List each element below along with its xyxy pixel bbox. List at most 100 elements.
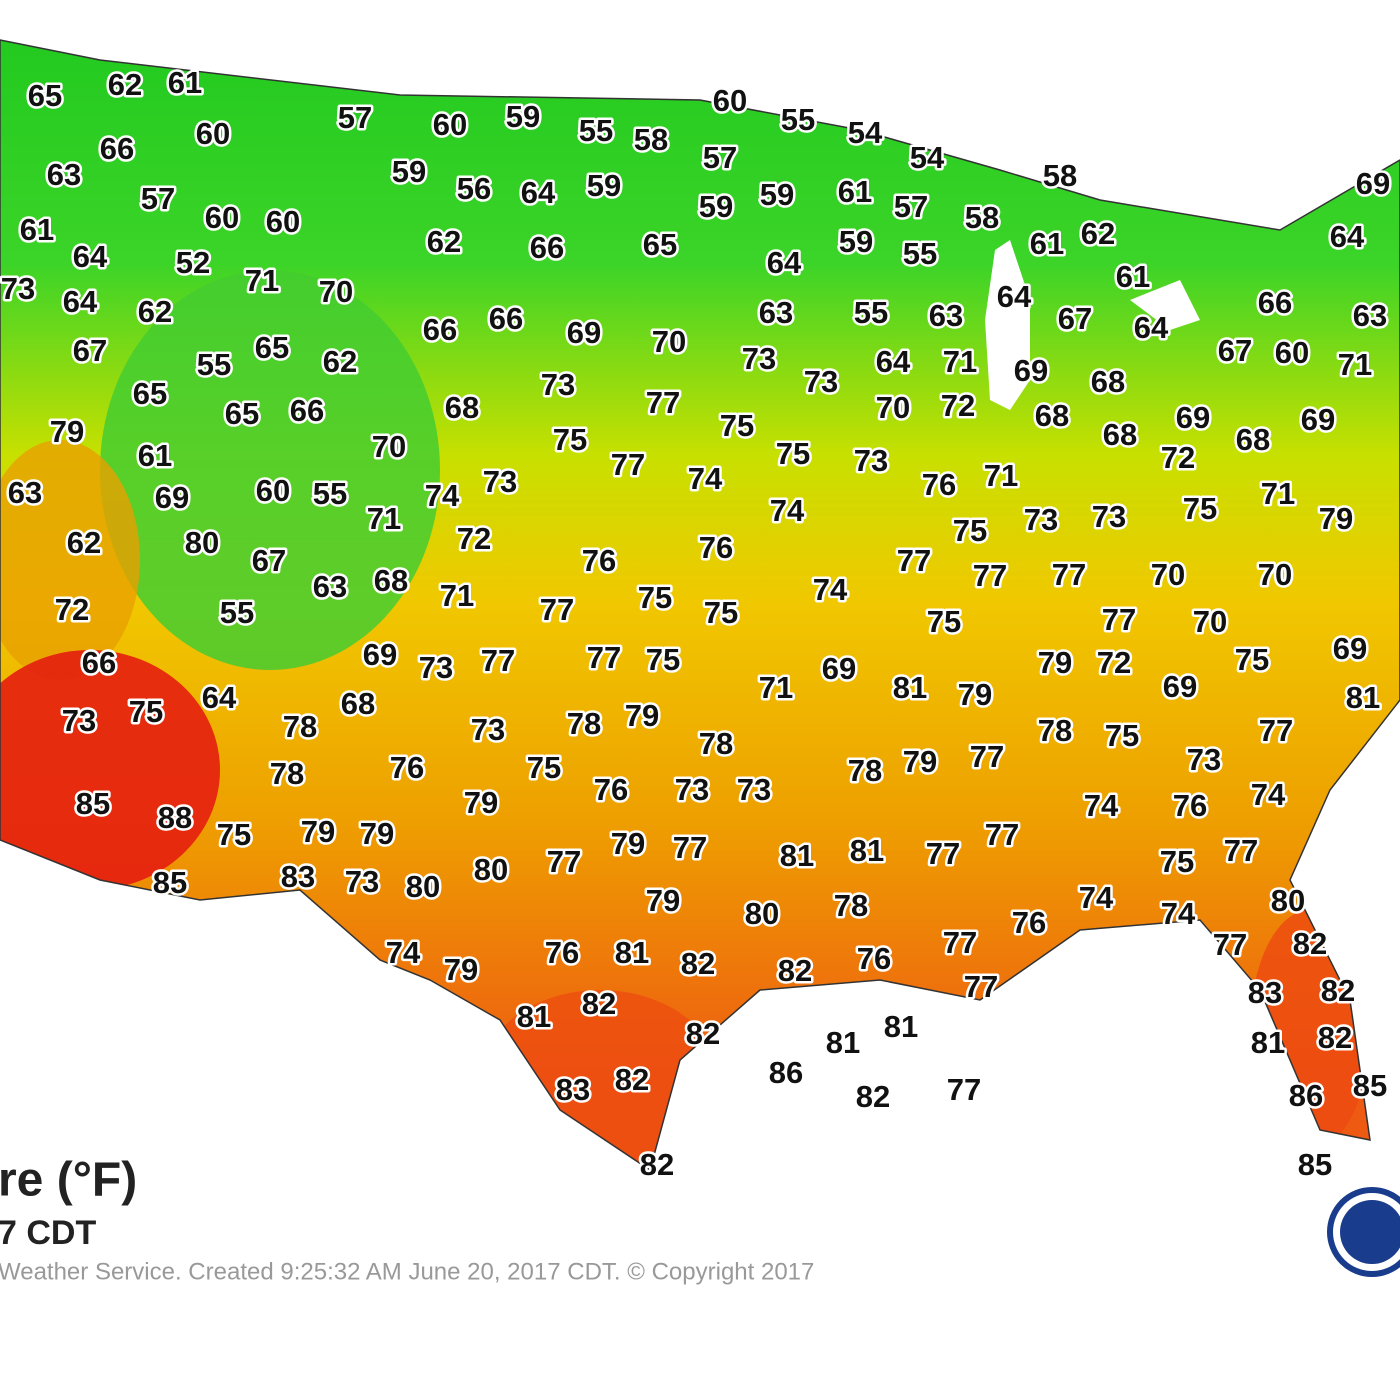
- station-temperature: 72: [941, 388, 975, 423]
- station-temperature: 59: [699, 189, 733, 224]
- station-temperature: 76: [922, 467, 956, 502]
- station-temperature: 81: [615, 935, 649, 970]
- station-temperature: 58: [634, 122, 668, 157]
- station-temperature: 61: [168, 65, 202, 100]
- station-temperature: 74: [1251, 777, 1286, 812]
- station-temperature: 52: [176, 245, 210, 280]
- station-temperature: 78: [283, 709, 317, 744]
- station-temperature: 76: [699, 530, 733, 565]
- station-temperature: 66: [530, 230, 564, 265]
- station-temperature: 79: [1038, 645, 1072, 680]
- station-temperature: 63: [47, 157, 81, 192]
- station-temperature: 75: [217, 817, 251, 852]
- station-temperature: 82: [681, 946, 715, 981]
- station-temperature: 78: [1038, 713, 1072, 748]
- station-temperature: 65: [643, 227, 677, 262]
- station-temperature: 63: [8, 475, 42, 510]
- station-temperature: 77: [673, 830, 707, 865]
- station-temperature: 62: [108, 67, 142, 102]
- station-temperature: 59: [506, 99, 540, 134]
- station-temperature: 69: [1014, 353, 1048, 388]
- station-temperature: 79: [1319, 501, 1353, 536]
- station-temperature: 75: [704, 595, 738, 630]
- station-temperature: 77: [970, 739, 1004, 774]
- station-temperature: 77: [897, 543, 931, 578]
- warm-region: [0, 440, 140, 680]
- station-temperature: 62: [138, 294, 172, 329]
- station-temperature: 81: [1346, 680, 1380, 715]
- logo-inner: [1340, 1200, 1400, 1264]
- station-temperature: 69: [1163, 669, 1197, 704]
- station-temperature: 75: [1160, 844, 1194, 879]
- station-temperature: 68: [445, 390, 479, 425]
- station-temperature: 72: [457, 521, 491, 556]
- station-temperature: 77: [1213, 927, 1247, 962]
- station-temperature: 64: [997, 279, 1032, 314]
- station-temperature: 75: [776, 436, 810, 471]
- station-temperature: 64: [1134, 310, 1169, 345]
- station-temperature: 67: [1218, 333, 1252, 368]
- station-temperature: 59: [587, 168, 621, 203]
- station-temperature: 75: [1183, 491, 1217, 526]
- station-temperature: 66: [82, 645, 116, 680]
- station-temperature: 73: [541, 367, 575, 402]
- station-temperature: 61: [138, 438, 172, 473]
- station-temperature: 80: [185, 525, 219, 560]
- station-temperature: 64: [202, 680, 237, 715]
- station-temperature: 79: [464, 785, 498, 820]
- station-temperature: 68: [374, 563, 408, 598]
- station-temperature: 70: [319, 274, 353, 309]
- station-temperature: 71: [1338, 347, 1372, 382]
- station-temperature: 75: [953, 513, 987, 548]
- station-temperature: 77: [1224, 833, 1258, 868]
- station-temperature: 75: [553, 422, 587, 457]
- station-temperature: 74: [770, 493, 805, 528]
- station-temperature: 67: [1058, 301, 1092, 336]
- map-title: re (°F): [0, 1154, 137, 1207]
- station-temperature: 65: [255, 330, 289, 365]
- station-temperature: 76: [1173, 788, 1207, 823]
- station-temperature: 68: [341, 686, 375, 721]
- station-temperature: 77: [1102, 602, 1136, 637]
- station-temperature: 66: [423, 312, 457, 347]
- station-temperature: 79: [625, 698, 659, 733]
- station-temperature: 82: [582, 986, 616, 1021]
- station-temperature: 79: [646, 883, 680, 918]
- station-temperature: 68: [1103, 417, 1137, 452]
- station-temperature: 69: [1301, 402, 1335, 437]
- station-temperature: 82: [856, 1079, 890, 1114]
- station-temperature: 77: [964, 969, 998, 1004]
- station-temperature: 55: [313, 476, 347, 511]
- station-temperature: 69: [1356, 166, 1390, 201]
- station-temperature: 57: [703, 140, 737, 175]
- station-temperature: 57: [338, 100, 372, 135]
- station-temperature: 66: [290, 393, 324, 428]
- station-temperature: 60: [713, 83, 747, 118]
- station-temperature: 82: [1321, 973, 1355, 1008]
- station-temperature: 72: [1161, 440, 1195, 475]
- station-temperature: 79: [444, 952, 478, 987]
- station-temperature: 74: [425, 478, 460, 513]
- station-temperature: 59: [392, 154, 426, 189]
- station-temperature: 77: [1259, 713, 1293, 748]
- station-temperature: 86: [769, 1055, 803, 1090]
- station-temperature: 72: [1097, 645, 1131, 680]
- station-temperature: 70: [652, 324, 686, 359]
- station-temperature: 73: [1092, 499, 1126, 534]
- station-temperature: 76: [594, 772, 628, 807]
- station-temperature: 82: [778, 953, 812, 988]
- station-temperature: 58: [965, 200, 999, 235]
- station-temperature: 54: [848, 115, 883, 150]
- station-temperature: 60: [266, 204, 300, 239]
- station-temperature: 82: [615, 1062, 649, 1097]
- station-temperature: 77: [587, 640, 621, 675]
- station-temperature: 70: [876, 390, 910, 425]
- station-temperature: 78: [699, 726, 733, 761]
- station-temperature: 81: [1251, 1025, 1285, 1060]
- station-temperature: 73: [1, 271, 35, 306]
- station-temperature: 59: [760, 177, 794, 212]
- station-temperature: 74: [688, 461, 723, 496]
- station-temperature: 86: [1289, 1078, 1323, 1113]
- station-temperature: 64: [767, 245, 802, 280]
- station-temperature: 79: [50, 414, 84, 449]
